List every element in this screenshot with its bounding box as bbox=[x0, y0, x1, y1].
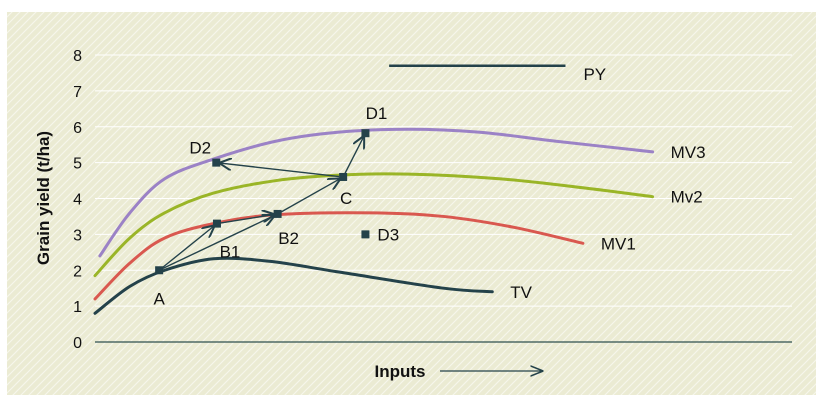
y-tick-label: 5 bbox=[73, 156, 82, 173]
marker-d3 bbox=[361, 230, 370, 239]
x-axis-title: Inputs bbox=[375, 362, 426, 381]
marker-b2 bbox=[273, 209, 282, 218]
markers: A B1 B2 C D1 D2 D3 bbox=[153, 104, 399, 308]
marker-label-c: C bbox=[340, 189, 352, 208]
y-tick-label: 1 bbox=[73, 299, 82, 316]
series-label-tv: TV bbox=[510, 283, 532, 302]
marker-d2 bbox=[212, 158, 221, 167]
series-line-mv1 bbox=[93, 211, 585, 301]
marker-a bbox=[155, 266, 164, 275]
series-label-mv2: Mv2 bbox=[671, 188, 703, 207]
arrow-b1-b2 bbox=[220, 215, 274, 224]
marker-label-d2: D2 bbox=[189, 139, 211, 158]
reference-line-label: PY bbox=[583, 65, 606, 84]
marker-label-d1: D1 bbox=[366, 104, 388, 123]
reference-line-group: PY bbox=[389, 64, 606, 84]
arrow-c-d2 bbox=[220, 163, 340, 178]
series-line-tv bbox=[93, 256, 494, 315]
series-label-mv3: MV3 bbox=[671, 143, 706, 162]
series-line-mv3 bbox=[98, 127, 655, 258]
y-tick-label: 6 bbox=[73, 120, 82, 137]
y-axis-title: Grain yield (t/ha) bbox=[34, 131, 53, 265]
chart-background bbox=[7, 12, 816, 395]
marker-b1 bbox=[212, 219, 221, 228]
y-tick-labels: 0 1 2 3 4 5 6 7 8 bbox=[73, 48, 82, 352]
arrow-c-d1 bbox=[344, 137, 364, 174]
marker-c bbox=[339, 172, 348, 181]
marker-label-b2: B2 bbox=[278, 229, 299, 248]
arrow-b2-c bbox=[280, 179, 340, 213]
series-lines: TV MV1 Mv2 MV3 bbox=[93, 127, 706, 315]
marker-label-b1: B1 bbox=[220, 243, 241, 262]
y-tick-label: 2 bbox=[73, 263, 82, 280]
arrows bbox=[161, 137, 364, 270]
y-tick-label: 4 bbox=[73, 192, 82, 209]
y-tick-label: 0 bbox=[73, 335, 82, 352]
arrow-a-b2 bbox=[162, 216, 274, 270]
marker-d1 bbox=[361, 129, 370, 138]
y-tick-label: 8 bbox=[73, 48, 82, 65]
y-tick-label: 3 bbox=[73, 227, 82, 244]
series-label-mv1: MV1 bbox=[601, 234, 636, 253]
arrow-a-b1 bbox=[161, 226, 214, 269]
marker-label-d3: D3 bbox=[377, 225, 399, 244]
y-tick-label: 7 bbox=[73, 84, 82, 101]
marker-label-a: A bbox=[153, 289, 165, 308]
x-axis-title-group: Inputs bbox=[375, 362, 543, 381]
